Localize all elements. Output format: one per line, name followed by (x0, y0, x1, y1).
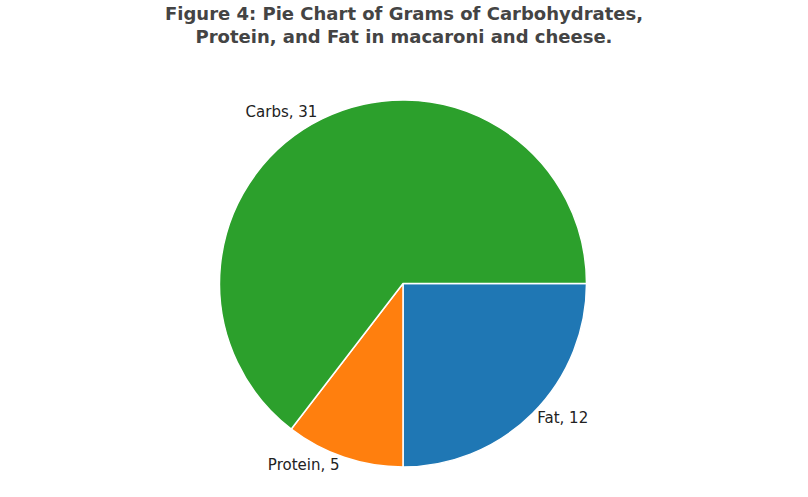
svg-text:Carbs, 31: Carbs, 31 (246, 103, 318, 121)
svg-text:Figure 4: Pie Chart of Grams o: Figure 4: Pie Chart of Grams of Carbohyd… (165, 3, 643, 47)
svg-text:Protein, 5: Protein, 5 (268, 456, 340, 474)
svg-text:Fat, 12: Fat, 12 (537, 409, 588, 427)
